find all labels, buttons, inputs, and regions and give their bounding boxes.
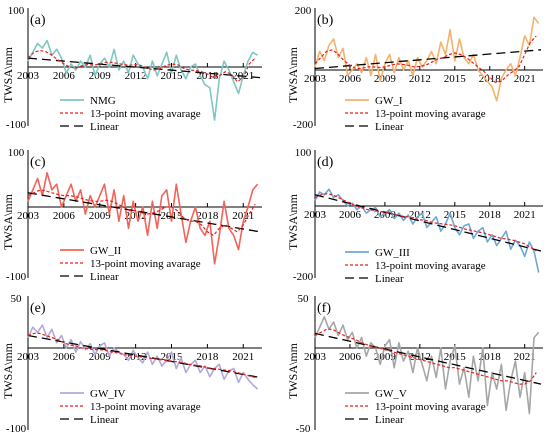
series-line-moving xyxy=(27,49,256,83)
x-tick-label: 2015 xyxy=(444,73,467,85)
series-line-moving xyxy=(27,332,256,379)
x-tick-label: 2003 xyxy=(17,70,40,82)
legend-label: Linear xyxy=(90,414,119,426)
y-tick-label: -50 xyxy=(296,423,311,435)
x-tick-label: 2003 xyxy=(17,210,40,222)
legend-label: GW_III xyxy=(375,247,410,259)
series-line-moving xyxy=(314,193,537,252)
series-line-trend xyxy=(314,332,542,385)
series-line-raw xyxy=(27,324,259,390)
legend-label: GW_V xyxy=(375,388,407,400)
y-axis-label: TWSA\mm xyxy=(1,193,15,250)
x-tick-label: 2006 xyxy=(53,210,76,222)
y-tick-label: 100 xyxy=(295,147,312,159)
x-tick-label: 2015 xyxy=(444,351,467,363)
legend-label: Linear xyxy=(375,121,404,133)
x-tick-label: 2015 xyxy=(444,209,467,221)
series-line-raw xyxy=(314,16,540,102)
x-tick-label: 2012 xyxy=(409,73,431,85)
y-tick-label: 50 xyxy=(11,293,23,305)
x-tick-label: 2021 xyxy=(232,351,254,363)
x-tick-label: 2021 xyxy=(514,73,536,85)
x-tick-label: 2021 xyxy=(514,351,536,363)
series-line-raw xyxy=(27,39,259,121)
y-tick-label: -200 xyxy=(293,119,314,131)
y-axis-label: TWSA\mm xyxy=(286,342,300,399)
legend-label: 13-point moving avarage xyxy=(90,258,201,270)
x-tick-label: 2006 xyxy=(339,351,362,363)
y-axis-label: TWSA\mm xyxy=(1,342,15,399)
x-tick-label: 2006 xyxy=(53,351,76,363)
x-tick-label: 2021 xyxy=(232,210,254,222)
legend-label: GW_I xyxy=(375,95,403,107)
x-tick-label: 2018 xyxy=(196,210,219,222)
y-tick-label: -200 xyxy=(293,271,314,283)
legend-label: Linear xyxy=(90,271,119,283)
y-tick-label: -100 xyxy=(6,119,27,131)
x-tick-label: 2003 xyxy=(304,351,327,363)
legend-label: Linear xyxy=(90,121,119,133)
series-line-trend xyxy=(27,334,261,379)
panel-letter: (c) xyxy=(30,155,46,170)
x-tick-label: 2006 xyxy=(339,73,362,85)
legend-label: 13-point moving avarage xyxy=(90,108,201,120)
series-line-trend xyxy=(27,57,261,79)
y-tick-label: 50 xyxy=(298,293,310,305)
y-axis-label: TWSA\mm xyxy=(286,46,300,103)
legend-label: GW_II xyxy=(90,245,121,257)
series-line-trend xyxy=(314,194,542,252)
x-tick-label: 2003 xyxy=(17,351,40,363)
x-tick-label: 2003 xyxy=(304,209,327,221)
legend-label: 13-point moving avarage xyxy=(375,401,486,413)
y-tick-label: 200 xyxy=(295,5,312,17)
series-line-raw xyxy=(314,315,540,415)
x-tick-label: 2009 xyxy=(89,70,112,82)
y-tick-label: 100 xyxy=(8,147,25,159)
x-tick-label: 2003 xyxy=(304,73,327,85)
x-tick-label: 2015 xyxy=(161,70,184,82)
y-tick-label: -100 xyxy=(6,271,27,283)
x-tick-label: 2018 xyxy=(479,209,502,221)
panel-letter: (f) xyxy=(317,301,331,316)
legend-label: 13-point moving avarage xyxy=(375,260,486,272)
legend-label: Linear xyxy=(375,414,404,426)
y-axis-label: TWSA\mm xyxy=(286,193,300,250)
x-tick-label: 2018 xyxy=(196,351,219,363)
series-line-trend xyxy=(27,192,261,233)
series-line-moving xyxy=(314,328,537,385)
y-tick-label: 100 xyxy=(8,5,25,17)
x-tick-label: 2006 xyxy=(53,70,76,82)
panel-letter: (e) xyxy=(30,301,46,316)
x-tick-label: 2009 xyxy=(374,73,397,85)
legend-label: NMG xyxy=(90,95,116,107)
x-tick-label: 2009 xyxy=(89,210,112,222)
x-tick-label: 2021 xyxy=(514,209,536,221)
panel-letter: (a) xyxy=(30,13,46,28)
x-tick-label: 2012 xyxy=(125,70,147,82)
legend-label: GW_IV xyxy=(90,388,125,400)
series-line-moving xyxy=(314,35,537,84)
series-line-trend xyxy=(314,49,542,70)
legend-label: 13-point moving avarage xyxy=(375,108,486,120)
panel-letter: (d) xyxy=(317,155,334,170)
legend-label: 13-point moving avarage xyxy=(90,401,201,413)
panel-letter: (b) xyxy=(317,13,334,28)
series-line-raw xyxy=(314,188,540,273)
y-axis-label: TWSA\mm xyxy=(1,46,15,103)
y-tick-label: -100 xyxy=(6,423,27,435)
legend-label: Linear xyxy=(375,273,404,285)
x-tick-label: 2006 xyxy=(339,209,362,221)
